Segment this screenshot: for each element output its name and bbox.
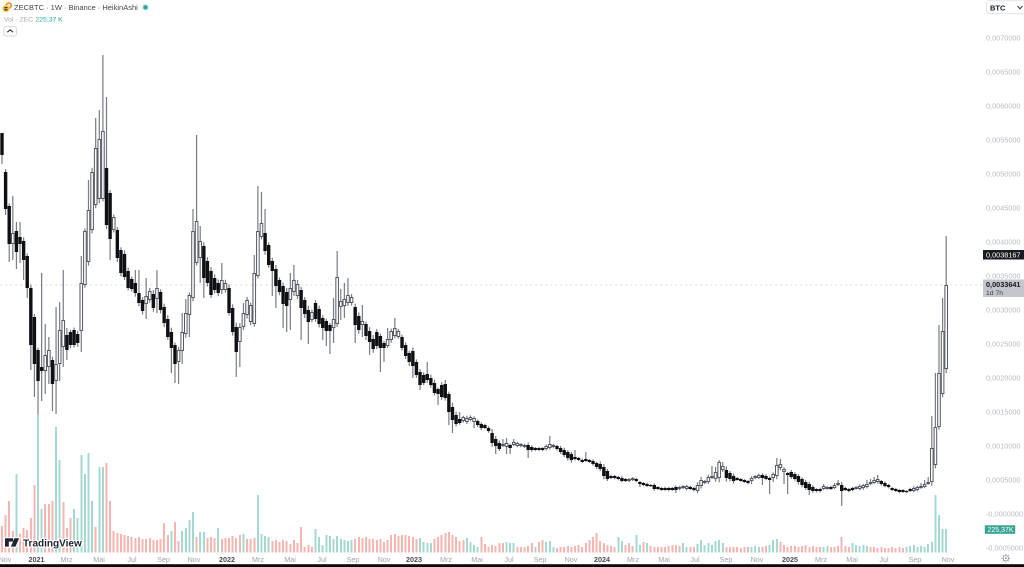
- svg-text:Jul: Jul: [504, 555, 514, 564]
- svg-text:2024: 2024: [594, 555, 610, 564]
- svg-text:Mai: Mai: [846, 555, 858, 564]
- svg-text:2022: 2022: [219, 555, 235, 564]
- svg-text:0,0040000: 0,0040000: [986, 238, 1021, 247]
- svg-text:Mai: Mai: [658, 555, 670, 564]
- svg-text:Mai: Mai: [284, 555, 296, 564]
- svg-text:2023: 2023: [406, 555, 422, 564]
- svg-text:Nov: Nov: [565, 555, 578, 564]
- svg-text:Jul: Jul: [879, 555, 889, 564]
- svg-text:Vol · ZEC: Vol · ZEC: [4, 17, 33, 24]
- svg-text:Sep: Sep: [347, 555, 360, 564]
- svg-text:1d 7h: 1d 7h: [986, 290, 1003, 297]
- svg-text:-0,0000000: -0,0000000: [986, 510, 1023, 519]
- svg-text:Mrz: Mrz: [815, 555, 827, 564]
- svg-text:0,0020000: 0,0020000: [986, 374, 1021, 383]
- svg-text:0,0060000: 0,0060000: [986, 102, 1021, 111]
- svg-text:0,0025000: 0,0025000: [986, 340, 1021, 349]
- svg-text:Mrz: Mrz: [627, 555, 639, 564]
- svg-text:Sep: Sep: [720, 555, 733, 564]
- svg-text:Mai: Mai: [471, 555, 483, 564]
- svg-text:Jul: Jul: [690, 555, 700, 564]
- svg-text:Mrz: Mrz: [252, 555, 264, 564]
- svg-text:TradingView: TradingView: [23, 538, 82, 549]
- svg-text:0,0038167: 0,0038167: [986, 250, 1021, 259]
- svg-text:Nov: Nov: [0, 555, 12, 564]
- svg-text:Sep: Sep: [909, 555, 922, 564]
- svg-text:Mrz: Mrz: [61, 555, 73, 564]
- svg-text:BTC: BTC: [990, 3, 1006, 12]
- svg-text:Nov: Nov: [942, 555, 955, 564]
- svg-text:0,0005000: 0,0005000: [986, 476, 1021, 485]
- svg-text:Nov: Nov: [188, 555, 201, 564]
- svg-text:0,0030000: 0,0030000: [986, 306, 1021, 315]
- svg-text:Sep: Sep: [534, 555, 547, 564]
- svg-text:-0,0005000: -0,0005000: [986, 544, 1023, 553]
- svg-text:ZECBTC · 1W · Binance · Heikin: ZECBTC · 1W · Binance · HeikinAshi: [14, 3, 138, 12]
- svg-text:0,0010000: 0,0010000: [986, 442, 1021, 451]
- svg-text:Jul: Jul: [317, 555, 327, 564]
- svg-text:0,0035000: 0,0035000: [986, 272, 1021, 281]
- svg-text:0,0033641: 0,0033641: [986, 280, 1021, 289]
- svg-text:0,0015000: 0,0015000: [986, 408, 1021, 417]
- svg-text:Sep: Sep: [157, 555, 170, 564]
- svg-text:Mrz: Mrz: [440, 555, 452, 564]
- svg-text:0,0055000: 0,0055000: [986, 136, 1021, 145]
- svg-text:Nov: Nov: [378, 555, 391, 564]
- svg-text:0,0065000: 0,0065000: [986, 68, 1021, 77]
- svg-text:2025: 2025: [782, 555, 798, 564]
- svg-text:0,0050000: 0,0050000: [986, 170, 1021, 179]
- svg-text:225,37 K: 225,37 K: [36, 17, 64, 24]
- svg-text:Jul: Jul: [127, 555, 137, 564]
- svg-text:Mai: Mai: [93, 555, 105, 564]
- svg-text:2021: 2021: [29, 555, 45, 564]
- svg-text:Nov: Nov: [751, 555, 764, 564]
- svg-text:0,0070000: 0,0070000: [986, 34, 1021, 43]
- svg-text:225,37K: 225,37K: [988, 527, 1014, 534]
- svg-text:0,0045000: 0,0045000: [986, 204, 1021, 213]
